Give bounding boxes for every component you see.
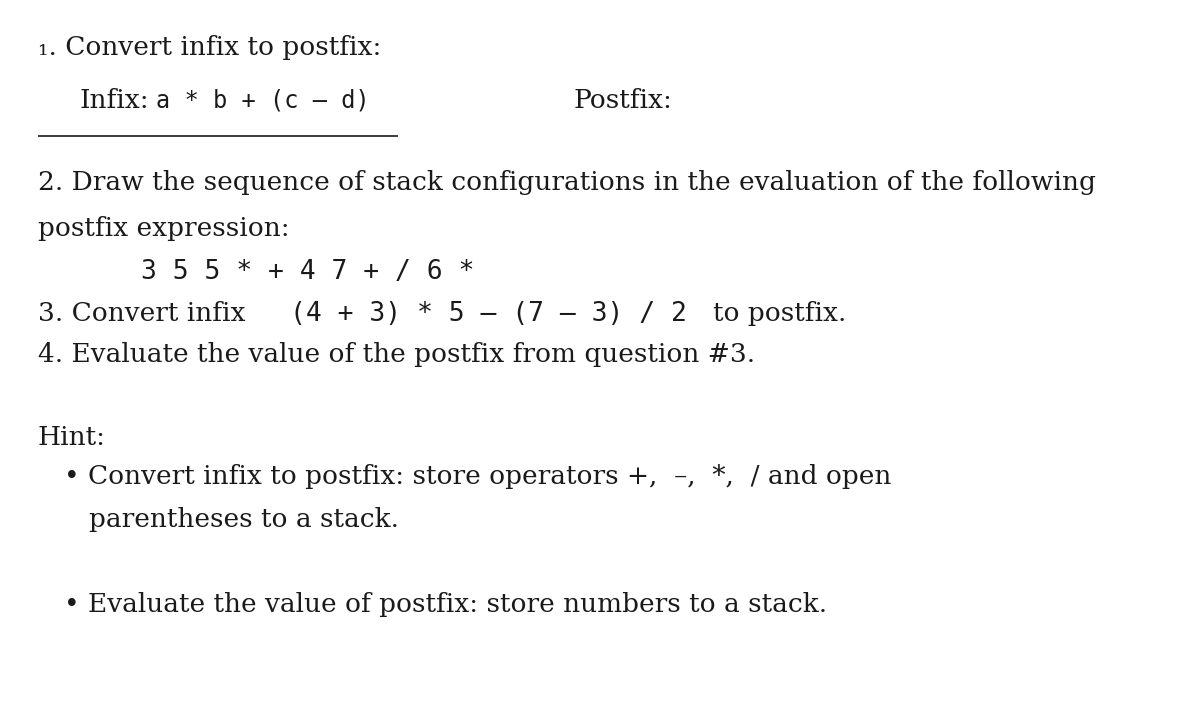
Text: Postfix:: Postfix:	[574, 88, 672, 114]
Text: • Evaluate the value of postfix: store numbers to a stack.: • Evaluate the value of postfix: store n…	[64, 592, 827, 617]
Text: to postfix.: to postfix.	[713, 301, 846, 326]
Text: Hint:: Hint:	[38, 425, 106, 450]
Text: 3 5 5 * + 4 7 + / 6 *: 3 5 5 * + 4 7 + / 6 *	[140, 259, 474, 285]
Text: • Convert infix to postfix: store operators +,  –,  *,  / and open: • Convert infix to postfix: store operat…	[64, 464, 890, 489]
Text: a * b + (c – d): a * b + (c – d)	[156, 88, 370, 113]
Text: (4 + 3) * 5 – (7 – 3) / 2: (4 + 3) * 5 – (7 – 3) / 2	[290, 301, 688, 328]
Text: Infix:: Infix:	[79, 88, 149, 114]
Text: parentheses to a stack.: parentheses to a stack.	[89, 507, 400, 532]
Text: ₁. Convert infix to postfix:: ₁. Convert infix to postfix:	[38, 35, 382, 60]
Text: 3. Convert infix: 3. Convert infix	[38, 301, 245, 326]
Text: postfix expression:: postfix expression:	[38, 216, 289, 241]
Text: 2. Draw the sequence of stack configurations in the evaluation of the following: 2. Draw the sequence of stack configurat…	[38, 170, 1096, 195]
Text: 4. Evaluate the value of the postfix from question #3.: 4. Evaluate the value of the postfix fro…	[38, 342, 755, 367]
